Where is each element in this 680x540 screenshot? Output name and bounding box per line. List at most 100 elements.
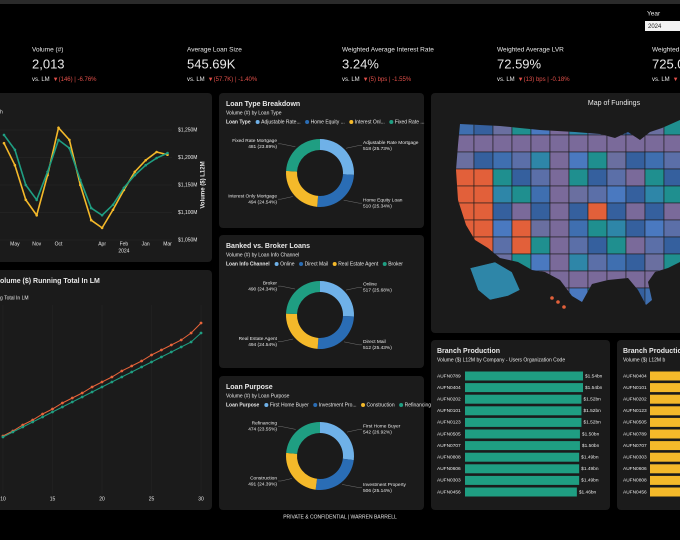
legend-label: Direct Mail [305,261,329,267]
point [89,218,93,222]
y-tick-label: AUFN0606 [623,466,647,472]
y-tick-label: $1,200M [178,155,197,161]
map-region [492,185,513,204]
point [144,163,147,167]
map-region [568,185,589,204]
point [140,365,144,369]
map-region [568,253,589,272]
y-tick-label: AUFN0202 [437,396,461,402]
point [51,407,54,411]
map-region [492,202,513,221]
top-bar [0,0,680,4]
kpi-title: Weighted Average LVR [497,47,564,54]
chart-title: Map of Fundings [588,100,641,107]
leader-line [278,143,296,147]
legend-swatch [332,262,337,266]
point [144,158,147,162]
slice-label: First Home Buyer [363,424,401,430]
y-tick-label: AUFN0404 [623,373,647,379]
line [3,126,168,230]
chart-subtitle: h [0,109,3,115]
map-region [511,185,532,204]
chart-subtitle: Volume (#) by Loan Purpose [226,393,290,399]
kpi-prefix: vs. LM [652,77,670,83]
panel [0,270,212,510]
kpi-comparison: vs. LM ▼(5) bps | -1.55% [342,77,412,83]
map-region [473,168,494,187]
bar [465,487,577,497]
map-region [549,219,570,238]
legend-swatch [264,403,269,407]
bar-clipped [650,441,680,451]
legend-swatch [349,120,354,124]
value-label: $1.49bn [581,478,599,484]
kpi-comparison: vs. LM ▼ [652,77,679,83]
bar [465,394,582,404]
point [41,415,44,419]
point [79,178,82,182]
point [169,350,173,354]
x-tick-label: 20 [99,496,105,502]
donut-slice [320,139,354,175]
bar [465,441,580,451]
map-region [530,168,551,187]
map-region [511,236,532,255]
kpi-title: Weighted Av [652,47,680,54]
map-region [606,168,627,187]
map-region [492,134,513,153]
bar-clipped [650,417,680,427]
bar-clipped [650,394,680,404]
legend-label: Interest Onl... [355,119,385,125]
y-tick-label: AUFN0808 [437,454,461,460]
map-region [473,219,494,238]
point [100,213,104,217]
chart-title: Loan Purpose [226,384,273,391]
donut-slice [286,313,319,349]
point [24,183,28,187]
legend-label: Broker [388,261,403,267]
leader-line [278,285,296,290]
map-region [644,236,665,255]
panel [219,235,424,368]
point [60,405,64,409]
bar-clipped [650,452,680,462]
legend-swatch [299,262,304,266]
legend-label: Adjustable Rate... [261,119,300,125]
bar [465,429,580,439]
y-tick-label: $1,250M [178,127,197,133]
slice-label: Investment Property [363,482,407,488]
y-tick-label: AUFN0303 [437,478,461,484]
kpi-prefix: vs. LM [32,77,50,83]
legend-label: Online [280,261,295,267]
chart-subtitle: Volume (#) by Loan Type [226,110,282,116]
legend-label: Fixed Rate ... [395,119,425,125]
map-region [562,305,566,309]
kpi-value: 3.24% [342,56,379,71]
map-region [530,134,551,153]
legend-swatch [361,403,366,407]
kpi-value: 72.59% [497,56,542,71]
map-region [549,253,570,272]
filter-value[interactable]: 2024 [648,24,662,30]
map-region [587,134,608,153]
bar-clipped [650,487,680,497]
donut-slice [286,422,320,454]
point [150,353,153,357]
map-region [587,253,608,272]
slice-label: Interest Only Mortgage [228,193,277,199]
y-axis-label: Volume ($) L12M [201,161,207,208]
slice-value-label: 481 (23.89%) [248,144,277,150]
donut-slice [320,422,354,461]
year-dropdown[interactable] [645,21,680,31]
legend-label: Construction [367,402,395,408]
slice-value-label: 494 (24.54%) [248,342,277,348]
point [160,355,163,359]
map-region [625,236,646,255]
kpi-value: 2,013 [32,56,65,71]
panel [219,376,424,510]
map-region [663,151,680,170]
slice-label: Fixed Rate Mortgage [232,138,277,144]
bar [465,464,580,474]
point [199,331,203,335]
